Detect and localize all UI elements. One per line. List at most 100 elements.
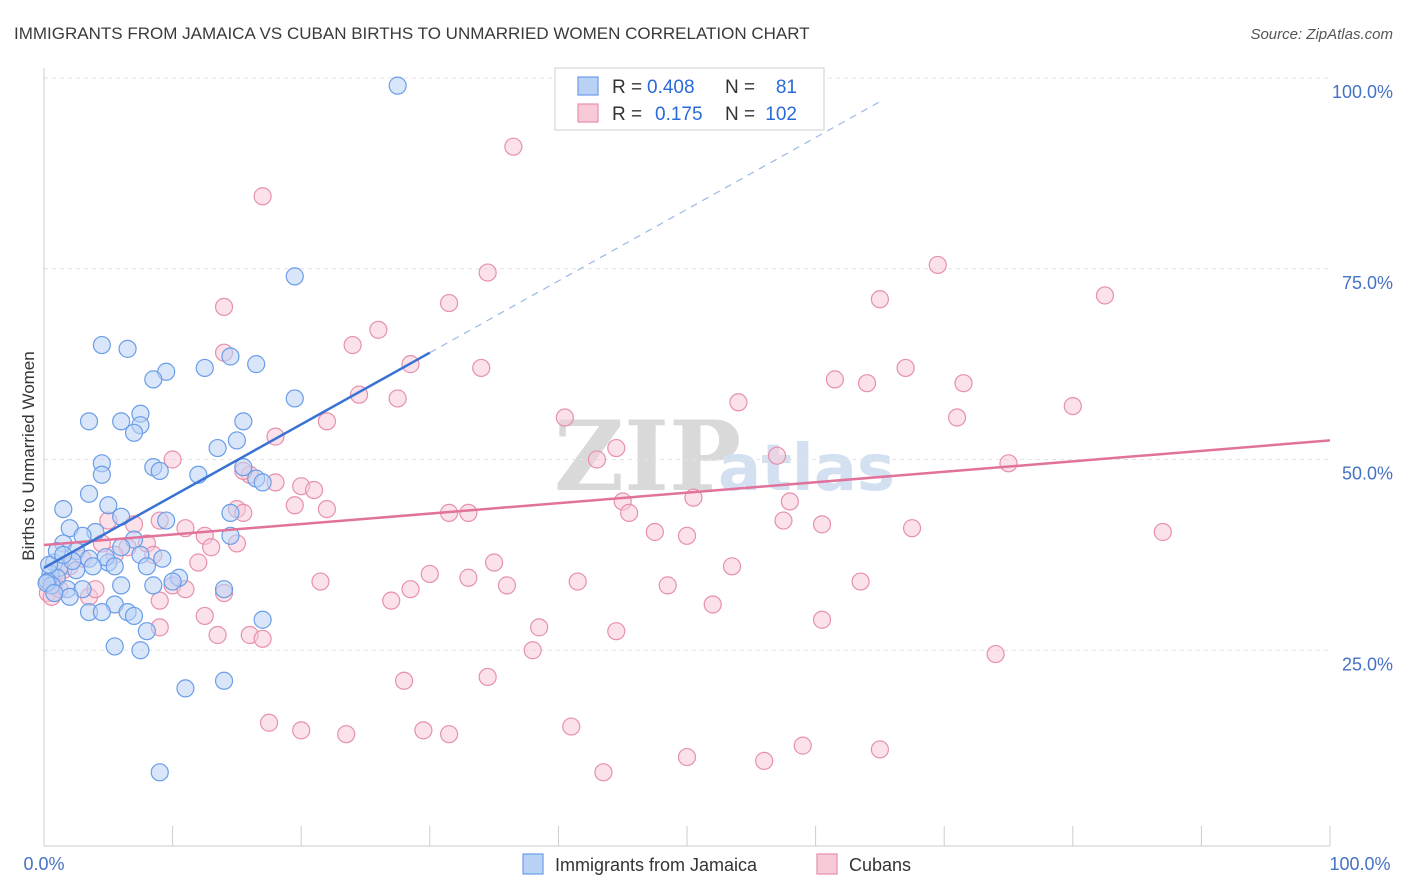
- trend-line-jamaica: [43, 351, 431, 569]
- point-cubans-79: [401, 580, 420, 599]
- legend-n-value-cubans: 102: [765, 104, 797, 125]
- point-jamaica-15: [285, 389, 304, 408]
- y-tick-label: 75.0%: [1342, 273, 1393, 293]
- point-jamaica-2: [118, 339, 137, 358]
- point-jamaica-74: [150, 763, 169, 782]
- chart-title: IMMIGRANTS FROM JAMAICA VS CUBAN BIRTHS …: [14, 24, 810, 43]
- point-cubans-48: [1153, 522, 1172, 542]
- legend-swatch-cubans: [577, 103, 599, 123]
- point-cubans-20: [1063, 396, 1082, 416]
- point-cubans-7: [1095, 286, 1115, 305]
- point-jamaica-57: [163, 572, 182, 591]
- point-jamaica-68: [253, 610, 272, 629]
- point-jamaica-5: [144, 370, 163, 389]
- point-cubans-96: [478, 667, 497, 687]
- point-cubans-105: [677, 747, 697, 767]
- legend-n-value-jamaica: 81: [776, 77, 797, 98]
- point-cubans-37: [285, 496, 304, 515]
- point-jamaica-3: [92, 335, 111, 355]
- point-jamaica-73: [176, 679, 195, 698]
- point-cubans-72: [420, 564, 439, 584]
- point-cubans-58: [202, 538, 221, 557]
- point-cubans-112: [530, 618, 549, 637]
- point-jamaica-72: [214, 671, 234, 690]
- point-cubans-18: [388, 389, 407, 408]
- point-jamaica-22: [234, 458, 253, 477]
- point-cubans-98: [337, 725, 356, 744]
- point-cubans-106: [755, 751, 774, 770]
- point-cubans-44: [459, 503, 478, 523]
- series-legend-label-jamaica: Immigrants from Jamaica: [555, 855, 758, 875]
- point-jamaica-71: [131, 641, 150, 660]
- legend-r-label-jamaica: R =: [612, 77, 642, 98]
- gridlines: [44, 77, 1330, 651]
- point-jamaica-55: [105, 557, 124, 576]
- point-cubans-15: [825, 370, 844, 389]
- point-jamaica-27: [99, 496, 118, 515]
- point-cubans-102: [259, 713, 279, 732]
- x-tick-label-min: 0.0%: [23, 854, 64, 874]
- point-jamaica-70: [105, 637, 124, 656]
- point-jamaica-0: [388, 76, 407, 95]
- point-cubans-2: [478, 263, 497, 282]
- point-cubans-76: [568, 572, 587, 591]
- x-tick-label-max: 100.0%: [1329, 854, 1390, 874]
- point-jamaica-69: [137, 622, 156, 641]
- stats-legend: R = 0.408 N = 81 R = 0.175 N = 102: [554, 67, 825, 131]
- point-cubans-34: [304, 480, 324, 500]
- point-cubans-22: [317, 412, 337, 431]
- y-tick-label: 25.0%: [1342, 654, 1393, 674]
- series-cubans-points: [38, 137, 1172, 782]
- point-jamaica-61: [60, 587, 79, 606]
- legend-r-value-jamaica: 0.408: [647, 77, 695, 98]
- point-jamaica-43: [137, 557, 156, 576]
- y-axis-tick-labels: 25.0% 50.0% 75.0% 100.0%: [1332, 82, 1393, 674]
- point-jamaica-37: [221, 526, 240, 545]
- point-jamaica-6: [195, 358, 214, 378]
- point-cubans-92: [208, 625, 227, 645]
- point-cubans-42: [317, 499, 337, 519]
- point-cubans-89: [195, 606, 214, 626]
- point-jamaica-34: [73, 526, 92, 545]
- point-cubans-12: [472, 358, 491, 378]
- series-legend-label-cubans: Cubans: [849, 855, 911, 875]
- point-cubans-28: [999, 454, 1018, 473]
- point-cubans-16: [857, 374, 877, 393]
- point-cubans-14: [954, 374, 973, 393]
- point-cubans-73: [459, 568, 478, 587]
- point-cubans-0: [504, 137, 523, 156]
- legend-n-label-jamaica: N =: [725, 77, 755, 98]
- point-cubans-26: [587, 450, 607, 469]
- point-cubans-63: [189, 553, 208, 572]
- point-cubans-95: [394, 671, 414, 690]
- point-cubans-113: [607, 622, 626, 641]
- point-jamaica-59: [214, 580, 234, 599]
- point-cubans-101: [562, 717, 581, 736]
- point-cubans-49: [645, 522, 664, 542]
- point-cubans-29: [163, 450, 182, 469]
- point-cubans-23: [947, 408, 967, 427]
- series-legend: Immigrants from Jamaica Cubans: [522, 853, 911, 875]
- point-cubans-4: [439, 293, 459, 313]
- trend-line-jamaica-extension: [429, 101, 881, 354]
- point-cubans-78: [851, 572, 870, 591]
- stats-legend-box: [554, 67, 825, 131]
- point-cubans-83: [382, 591, 401, 610]
- point-cubans-50: [677, 526, 697, 545]
- point-cubans-87: [523, 641, 542, 660]
- point-jamaica-20: [150, 461, 169, 481]
- watermark-zip: ZIP: [554, 400, 741, 513]
- point-jamaica-1: [285, 267, 304, 286]
- point-cubans-19: [729, 393, 748, 412]
- series-jamaica-points: [37, 76, 407, 782]
- point-cubans-111: [703, 595, 722, 614]
- point-jamaica-60: [112, 576, 131, 595]
- point-cubans-9: [343, 335, 362, 355]
- watermark-atlas: atlas: [718, 432, 895, 506]
- point-cubans-104: [870, 740, 890, 759]
- point-cubans-6: [870, 290, 890, 309]
- point-cubans-3: [928, 255, 947, 275]
- point-cubans-107: [594, 763, 613, 782]
- legend-r-label-cubans: R =: [612, 104, 642, 125]
- point-cubans-75: [497, 576, 517, 595]
